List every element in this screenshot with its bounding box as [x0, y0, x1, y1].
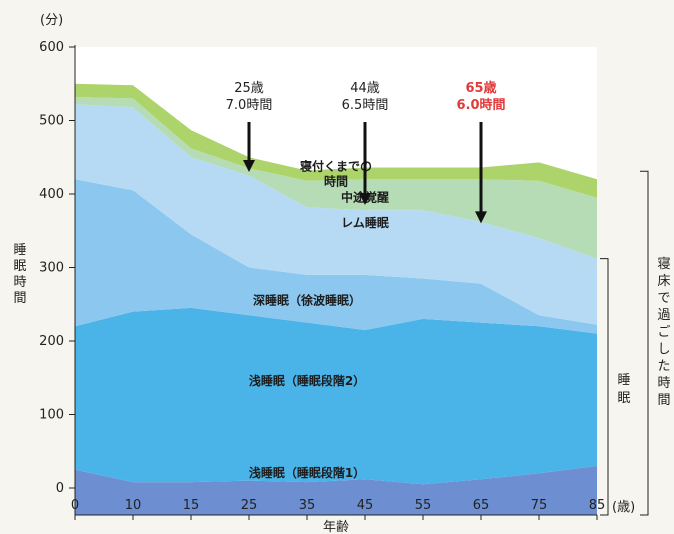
x-tick-label: 25: [241, 498, 258, 513]
bed-bracket: [640, 170, 649, 516]
band-6: [75, 83, 597, 198]
x-tick-label: 35: [299, 498, 316, 513]
x-tick-label: 55: [415, 498, 432, 513]
y-tick-label: 600: [39, 40, 64, 55]
y-axis-unit: (分): [40, 13, 63, 28]
y-tick-label: 500: [39, 114, 64, 129]
y-axis-title-char: 眠: [13, 259, 26, 274]
y-axis-title-char: 時: [13, 275, 26, 290]
x-ticks: 0 10 15 25 35 45 55 65 75 85: [71, 498, 605, 520]
x-tick-label: 75: [531, 498, 548, 513]
x-tick-label: 10: [125, 498, 142, 513]
bed-bracket-label-char: 間: [657, 393, 670, 408]
y-axis-title-char: 睡: [13, 243, 26, 258]
callout-time-2: 6.5時間: [342, 98, 389, 113]
sleep-bracket-label-char: 眠: [617, 391, 630, 406]
x-tick-label: 65: [473, 498, 490, 513]
y-ticks: 0 100 200 300 400 500 600: [39, 40, 75, 496]
y-axis-title-char: 間: [13, 291, 26, 306]
callout-time-3: 6.0時間: [456, 97, 505, 113]
callout-arrow-head-2: [359, 193, 371, 206]
sleep-bracket-label-char: 睡: [617, 373, 630, 388]
bed-bracket-label-char: た: [657, 359, 670, 374]
bed-bracket-label-char: 床: [657, 274, 670, 289]
area-bands: [75, 83, 597, 515]
callout-age-3: 65歳: [465, 80, 496, 96]
band-3: [75, 179, 597, 334]
band-label-4: レム睡眠: [341, 215, 389, 230]
callout-age-2: 44歳: [350, 81, 380, 96]
callout-time-1: 7.0時間: [226, 98, 273, 113]
bed-bracket-label-char: で: [657, 291, 670, 306]
x-tick-label: 85: [589, 498, 606, 513]
band-1: [75, 465, 597, 515]
y-tick-label: 400: [39, 187, 64, 202]
sleep-bracket: [600, 258, 609, 516]
band-label-6: 寝付くまでの: [300, 158, 372, 173]
y-tick-label: 200: [39, 334, 64, 349]
bed-bracket-label-char: ご: [657, 324, 670, 340]
band-5: [75, 97, 597, 259]
x-tick-label: 15: [183, 498, 200, 513]
band-label-6-line2: 時間: [324, 173, 348, 188]
band-label-1: 浅睡眠（睡眠段階1）: [249, 465, 365, 480]
bed-bracket-label-char: し: [657, 342, 670, 357]
x-tick-label: 0: [71, 498, 79, 513]
band-label-3: 深睡眠（徐波睡眠）: [253, 292, 361, 307]
callout-age-1: 25歳: [234, 81, 264, 96]
x-axis-title: 年齢: [323, 520, 349, 534]
bed-bracket-label-char: 過: [657, 308, 670, 323]
bed-bracket-label-char: 時: [657, 376, 670, 391]
y-tick-label: 0: [56, 481, 64, 496]
y-tick-label: 300: [39, 261, 64, 276]
band-2: [75, 307, 597, 485]
y-tick-label: 100: [39, 408, 64, 423]
bed-bracket-label-char: 寝: [657, 256, 670, 272]
band-labels: 浅睡眠（睡眠段階1）浅睡眠（睡眠段階2）深睡眠（徐波睡眠）レム睡眠中途覚醒寝付く…: [249, 158, 389, 479]
x-axis-unit: (歳): [612, 500, 635, 515]
x-tick-label: 45: [357, 498, 374, 513]
band-label-2: 浅睡眠（睡眠段階2）: [249, 373, 365, 388]
callout-arrow-head-1: [243, 159, 255, 172]
band-4: [75, 104, 597, 325]
callout-arrow-head-3: [475, 211, 487, 224]
axes: [74, 45, 597, 516]
